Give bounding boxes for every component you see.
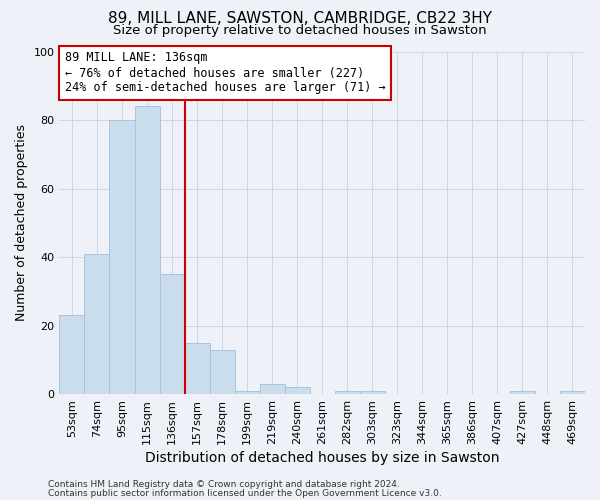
Bar (209, 350, 235, 394)
Text: Contains HM Land Registry data © Crown copyright and database right 2024.: Contains HM Land Registry data © Crown c… (48, 480, 400, 489)
X-axis label: Distribution of detached houses by size in Sawston: Distribution of detached houses by size … (145, 451, 499, 465)
Text: 89, MILL LANE, SAWSTON, CAMBRIDGE, CB22 3HY: 89, MILL LANE, SAWSTON, CAMBRIDGE, CB22 … (108, 11, 492, 26)
Bar (360, 390, 385, 394)
Bar (109, 120, 134, 394)
Bar (85, 254, 109, 394)
Bar (260, 384, 284, 394)
Text: Size of property relative to detached houses in Sawston: Size of property relative to detached ho… (113, 24, 487, 37)
Bar (510, 390, 535, 394)
Text: Contains public sector information licensed under the Open Government Licence v3: Contains public sector information licen… (48, 488, 442, 498)
Bar (335, 390, 360, 394)
Bar (160, 274, 185, 394)
Bar (185, 342, 209, 394)
Bar (560, 390, 585, 394)
Bar (235, 390, 260, 394)
Bar (134, 106, 160, 394)
Bar (59, 316, 85, 394)
Y-axis label: Number of detached properties: Number of detached properties (15, 124, 28, 322)
Text: 89 MILL LANE: 136sqm
← 76% of detached houses are smaller (227)
24% of semi-deta: 89 MILL LANE: 136sqm ← 76% of detached h… (65, 52, 385, 94)
Bar (284, 387, 310, 394)
